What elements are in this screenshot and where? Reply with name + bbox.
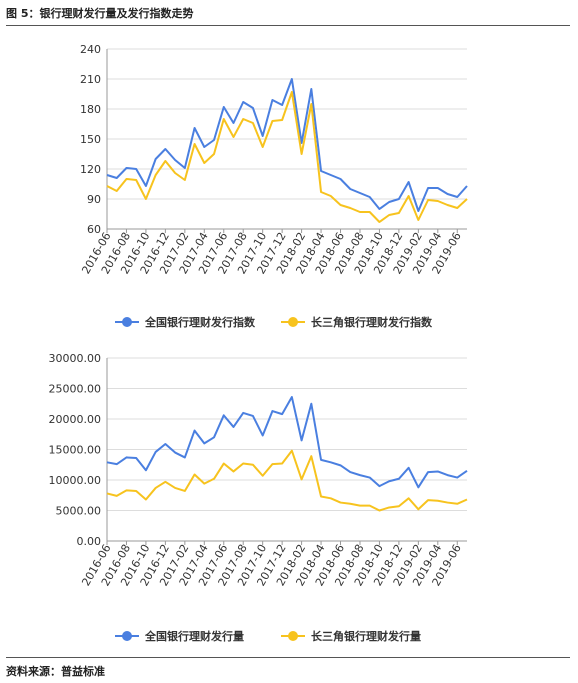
y-tick: 240 (80, 43, 101, 56)
y-tick-label: 0.00 (77, 535, 102, 548)
y-tick-label: 150 (80, 133, 101, 146)
y-tick: 20000.00 (49, 413, 102, 426)
figure-title: 图 5：银行理财发行量及发行指数走势 (6, 7, 194, 20)
index-chart: 60901201501802102402016-062016-082016-10… (79, 43, 468, 329)
y-tick-label: 240 (80, 43, 101, 56)
y-tick-label: 15000.00 (49, 444, 102, 457)
y-tick: 60 (87, 223, 101, 236)
series-line-1 (106, 78, 468, 212)
y-tick: 120 (80, 163, 101, 176)
series-line-1 (106, 396, 468, 489)
y-tick: 210 (80, 73, 101, 86)
y-tick-label: 180 (80, 103, 101, 116)
legend-marker (122, 317, 132, 327)
y-tick-label: 25000.00 (49, 383, 102, 396)
y-tick: 25000.00 (49, 383, 102, 396)
legend-label: 长三角银行理财发行量 (311, 629, 421, 643)
y-tick-label: 20000.00 (49, 413, 102, 426)
top-rule (6, 25, 570, 26)
y-tick: 10000.00 (49, 474, 102, 487)
y-tick-label: 90 (87, 193, 101, 206)
y-tick-label: 210 (80, 73, 101, 86)
y-tick-label: 30000.00 (49, 352, 102, 365)
legend-label: 全国银行理财发行量 (144, 629, 244, 643)
y-tick: 5000.00 (56, 505, 102, 518)
y-tick-label: 5000.00 (56, 505, 102, 518)
legend-item-2: 长三角银行理财发行量 (281, 629, 421, 643)
legend-label: 长三角银行理财发行指数 (311, 315, 433, 329)
bottom-rule (6, 657, 570, 658)
volume-chart: 0.00 5000.00 10000.00 15000.00 20000.00 25000… (49, 352, 468, 643)
legend-marker (122, 631, 132, 641)
series-line-2 (106, 91, 468, 223)
y-tick: 90 (87, 193, 101, 206)
y-tick: 180 (80, 103, 101, 116)
series-line-2 (106, 449, 468, 512)
y-tick: 15000.00 (49, 444, 102, 457)
legend-item-1: 全国银行理财发行量 (115, 629, 244, 643)
y-tick: 150 (80, 133, 101, 146)
legend-label: 全国银行理财发行指数 (144, 315, 256, 329)
legend-marker (288, 317, 298, 327)
y-tick-label: 60 (87, 223, 101, 236)
y-tick-label: 120 (80, 163, 101, 176)
y-tick-label: 10000.00 (49, 474, 102, 487)
y-tick: 30000.00 (49, 352, 102, 365)
y-tick: 0.00 (77, 535, 102, 548)
legend-item-2: 长三角银行理财发行指数 (281, 315, 433, 329)
source-note: 资料来源：普益标准 (6, 665, 105, 678)
legend-item-1: 全国银行理财发行指数 (115, 315, 256, 329)
legend-marker (288, 631, 298, 641)
